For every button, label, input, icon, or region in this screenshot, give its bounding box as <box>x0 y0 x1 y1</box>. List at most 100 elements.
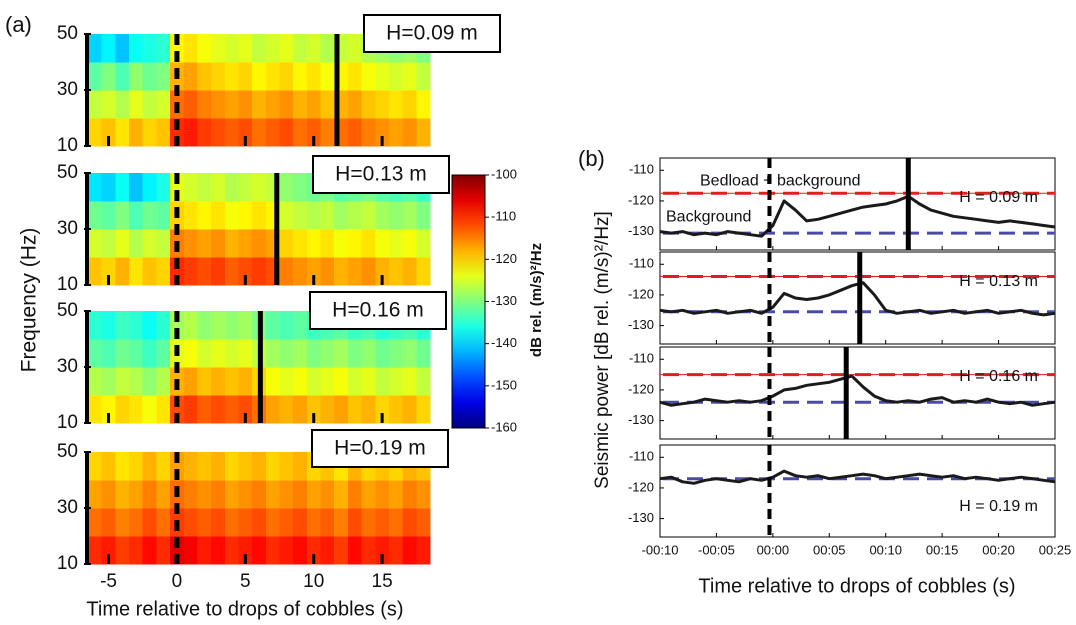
heatmap-cell <box>265 452 281 481</box>
heatmap-cell <box>402 367 417 396</box>
heatmap-cell <box>293 367 308 396</box>
heatmap-cell <box>293 118 308 147</box>
heatmap-cell <box>252 508 267 537</box>
heatmap-cell <box>238 480 253 509</box>
heatmap-cell <box>224 62 240 91</box>
colorbar-label: dB rel. (m/s)²/Hz <box>528 243 545 357</box>
annotation: H=0.19 m <box>334 437 426 460</box>
heatmap-cell <box>306 257 322 286</box>
heatmap-cell <box>238 395 253 424</box>
heatmap-cell <box>129 257 144 286</box>
heatmap-cell <box>156 339 171 368</box>
heatmap-cell <box>224 452 240 481</box>
heatmap-cell <box>142 480 157 509</box>
x-tick <box>380 554 384 564</box>
heatmap-cell <box>101 34 116 63</box>
heatmap-cell <box>224 311 240 340</box>
heatmap-cell <box>129 173 144 202</box>
y-tick-label: 30 <box>57 218 78 239</box>
heatmap-cell <box>211 173 226 202</box>
heatmap-cell <box>129 452 144 481</box>
heatmap-cell <box>170 173 185 202</box>
heatmap-cell <box>388 62 404 91</box>
heatmap-cell <box>115 395 130 424</box>
heatmap-cell <box>279 452 294 481</box>
heatmap-cell <box>211 339 226 368</box>
heatmap-cell <box>211 90 226 119</box>
heatmap-cell <box>347 62 363 91</box>
heatmap-cell <box>265 508 281 537</box>
heatmap-cell <box>416 201 431 230</box>
heatmap-cell <box>320 90 335 119</box>
heatmap-cell <box>170 395 185 424</box>
heatmap-cell <box>197 311 212 340</box>
heatmap-cell <box>388 395 404 424</box>
heatmap-cell <box>279 229 294 258</box>
heatmap-cell <box>375 201 390 230</box>
heatmap-cell <box>224 34 240 63</box>
heatmap-cell <box>416 536 431 565</box>
heatmap-cell <box>252 173 267 202</box>
heatmap-cell <box>293 395 308 424</box>
y-tick-label: -130 <box>628 223 654 238</box>
heatmap-cell <box>183 311 199 340</box>
heatmap-cell <box>142 339 157 368</box>
plot-frame <box>659 157 1056 251</box>
heatmap-cell <box>156 201 171 230</box>
heatmap-cell <box>416 90 431 119</box>
heatmap-cell <box>252 480 267 509</box>
heatmap-cell <box>402 229 417 258</box>
heatmap-cell <box>224 257 240 286</box>
heatmap-cell <box>142 311 157 340</box>
heatmap-cell <box>129 34 144 63</box>
heatmap-cell <box>238 90 253 119</box>
heatmap-cell <box>101 508 116 537</box>
heatmap-cell <box>115 118 130 147</box>
x-tick <box>312 554 316 564</box>
heatmap-cell <box>170 452 185 481</box>
heatmap-cell <box>88 229 103 258</box>
x-tick <box>243 275 247 285</box>
heatmap-cell <box>238 118 253 147</box>
heatmap-cell <box>306 480 322 509</box>
heatmap-cell <box>252 34 267 63</box>
x-tick <box>380 413 384 423</box>
heatmap-cell <box>183 452 199 481</box>
x-tick-label: 00:15 <box>926 542 959 557</box>
heatmap-cell <box>388 90 404 119</box>
heatmap-cell <box>416 257 431 286</box>
heatmap-cell <box>265 395 281 424</box>
heatmap-cell <box>129 62 144 91</box>
colorbar <box>451 174 486 429</box>
heatmap-cell <box>224 118 240 147</box>
heatmap-cell <box>375 257 390 286</box>
heatmap-cell <box>101 257 116 286</box>
heatmap-cell <box>129 229 144 258</box>
heatmap-cell <box>402 508 417 537</box>
heatmap-cell <box>347 367 363 396</box>
heatmap-cell <box>101 480 116 509</box>
heatmap-cell <box>197 173 212 202</box>
heatmap-cell <box>306 395 322 424</box>
heatmap-cell <box>334 536 349 565</box>
heatmap-cell <box>115 90 130 119</box>
heatmap-cell <box>183 62 199 91</box>
annotation: H = 0.13 m <box>959 273 1038 290</box>
heatmap-cell <box>224 229 240 258</box>
heatmap-cell <box>156 173 171 202</box>
heatmap-cell <box>224 536 240 565</box>
heatmap-cell <box>142 34 157 63</box>
heatmap-cell <box>197 34 212 63</box>
heatmap-cell <box>402 201 417 230</box>
heatmap-cell <box>416 62 431 91</box>
heatmap-cell <box>279 173 294 202</box>
heatmap-cell <box>320 34 335 63</box>
heatmap-cell <box>265 339 281 368</box>
heatmap-cell <box>183 34 199 63</box>
heatmap-cell <box>334 339 349 368</box>
heatmap-cell <box>101 311 116 340</box>
heatmap-cell <box>156 311 171 340</box>
annotation-box <box>309 291 447 330</box>
heatmap-cell <box>197 339 212 368</box>
heatmap-cell <box>279 536 294 565</box>
